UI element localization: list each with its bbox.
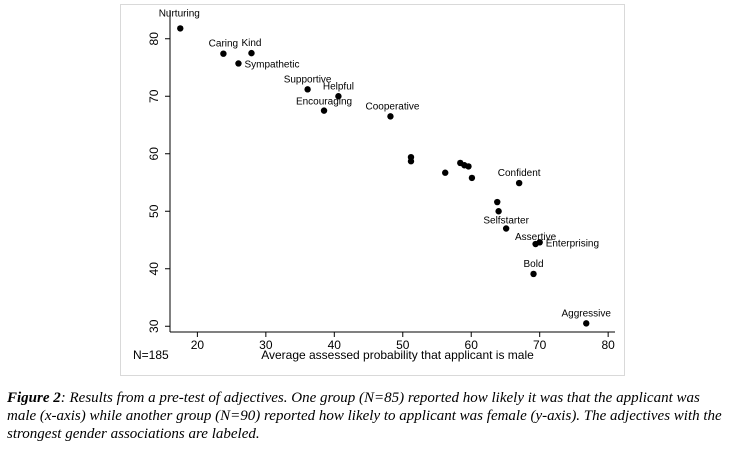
data-point xyxy=(320,107,328,114)
axes: 20 30 40 50 60 70 80 30 40 50 60 70 80 xyxy=(147,10,615,352)
y-tick-label: 70 xyxy=(147,89,161,103)
data-point xyxy=(502,225,510,232)
point-label: Helpful xyxy=(323,81,354,92)
data-point xyxy=(335,93,342,100)
data-point xyxy=(494,198,501,206)
caption-label: Figure 2 xyxy=(7,390,61,406)
point-label: Kind xyxy=(241,38,261,49)
data-point xyxy=(442,169,449,176)
data-point xyxy=(235,60,242,67)
point-label: Caring xyxy=(209,39,238,50)
data-point xyxy=(536,239,543,246)
data-points xyxy=(177,25,590,327)
x-tick-label: 60 xyxy=(465,338,479,352)
x-axis-title: Average assessed probability that applic… xyxy=(261,348,534,362)
point-label: Bold xyxy=(524,259,544,270)
data-point xyxy=(407,158,415,165)
point-label: Sympathetic xyxy=(244,59,299,70)
data-point xyxy=(220,50,227,57)
point-label: Supportive xyxy=(284,74,332,85)
data-point xyxy=(465,163,472,170)
data-point xyxy=(177,25,184,32)
x-tick-label: 80 xyxy=(601,338,615,352)
data-point xyxy=(583,320,590,327)
point-label: Enterprising xyxy=(546,238,599,249)
figure-caption: Figure 2: Results from a pre-test of adj… xyxy=(7,389,727,443)
y-tick-label: 60 xyxy=(147,147,161,161)
data-point xyxy=(515,179,523,187)
x-tick-label: 70 xyxy=(533,338,547,352)
data-point xyxy=(495,208,502,215)
y-tick-label: 80 xyxy=(147,32,161,46)
point-label: Nurturing xyxy=(159,8,200,19)
x-tick-label: 30 xyxy=(259,338,273,352)
y-tick-label: 30 xyxy=(147,319,161,333)
data-point xyxy=(304,86,311,93)
data-point xyxy=(387,113,394,120)
caption-text: : Results from a pre-test of adjectives.… xyxy=(7,390,722,442)
y-tick-label: 40 xyxy=(147,262,161,276)
y-tick-label: 50 xyxy=(147,204,161,218)
chart-frame xyxy=(120,4,625,376)
point-label: Cooperative xyxy=(365,101,419,112)
point-label: Assertive xyxy=(515,232,557,243)
x-tick-label: 50 xyxy=(396,338,410,352)
sample-size-note: N=185 xyxy=(133,348,169,362)
point-label: Selfstarter xyxy=(483,216,529,227)
point-label: Confident xyxy=(498,168,541,179)
x-tick-label: 20 xyxy=(191,338,205,352)
point-label: Encouraging xyxy=(296,97,352,108)
data-point xyxy=(530,270,537,278)
x-tick-label: 40 xyxy=(328,338,342,352)
point-label: Aggressive xyxy=(562,308,612,319)
data-point xyxy=(468,174,476,182)
point-labels: Nurturing Caring Kind Sympathetic Supportive… xyxy=(159,8,612,319)
data-point xyxy=(248,49,255,57)
